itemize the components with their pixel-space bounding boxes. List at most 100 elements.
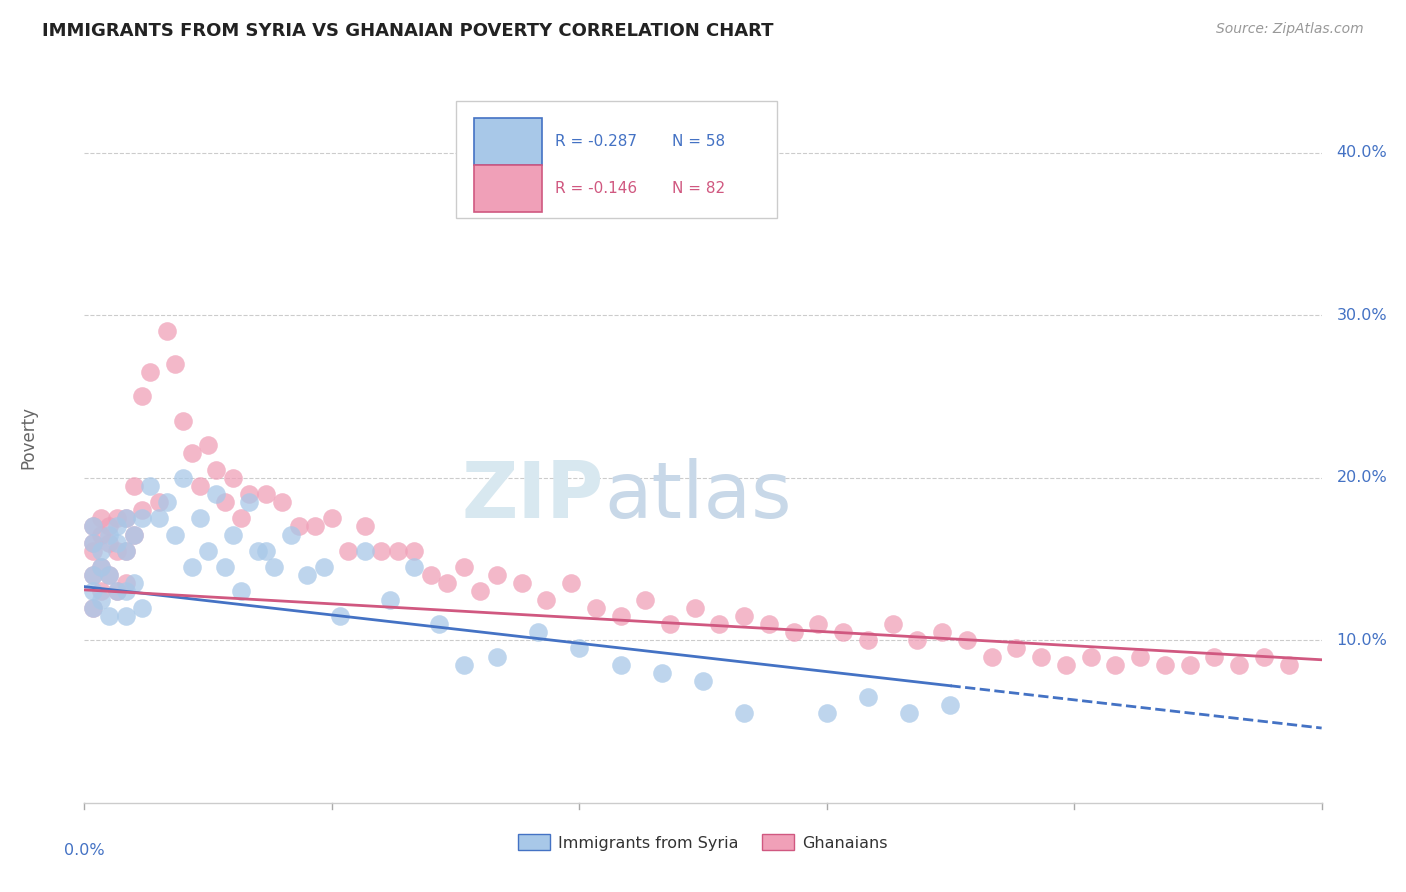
Text: 0.0%: 0.0% bbox=[65, 843, 104, 858]
Point bbox=[122, 479, 145, 493]
Point bbox=[898, 706, 921, 721]
Point bbox=[222, 527, 245, 541]
Point bbox=[98, 527, 121, 541]
Point bbox=[280, 527, 302, 541]
Point bbox=[609, 657, 631, 672]
Point bbox=[1005, 641, 1028, 656]
Text: atlas: atlas bbox=[605, 458, 792, 533]
Point bbox=[609, 608, 631, 623]
Point bbox=[1104, 657, 1126, 672]
Text: N = 82: N = 82 bbox=[672, 181, 725, 196]
Point bbox=[131, 503, 153, 517]
Point bbox=[114, 544, 136, 558]
Point bbox=[1204, 649, 1226, 664]
Point bbox=[337, 544, 360, 558]
Text: IMMIGRANTS FROM SYRIA VS GHANAIAN POVERTY CORRELATION CHART: IMMIGRANTS FROM SYRIA VS GHANAIAN POVERT… bbox=[42, 22, 773, 40]
Point bbox=[1129, 649, 1152, 664]
Text: ZIP: ZIP bbox=[461, 458, 605, 533]
Point bbox=[709, 617, 731, 632]
Point bbox=[165, 527, 187, 541]
Point bbox=[172, 471, 194, 485]
Point bbox=[90, 511, 112, 525]
Point bbox=[114, 511, 136, 525]
Point bbox=[82, 544, 104, 558]
Point bbox=[172, 414, 194, 428]
Point bbox=[485, 649, 508, 664]
Point bbox=[931, 625, 953, 640]
Point bbox=[98, 568, 121, 582]
Point bbox=[131, 511, 153, 525]
Point bbox=[585, 600, 607, 615]
Point bbox=[453, 657, 475, 672]
Point bbox=[122, 576, 145, 591]
Point bbox=[882, 617, 904, 632]
Point bbox=[114, 608, 136, 623]
Point bbox=[90, 592, 112, 607]
Point bbox=[165, 357, 187, 371]
Point bbox=[98, 519, 121, 533]
Point bbox=[148, 495, 170, 509]
Point bbox=[1253, 649, 1275, 664]
Point bbox=[197, 438, 219, 452]
Point bbox=[188, 511, 211, 525]
Point bbox=[148, 511, 170, 525]
Point bbox=[733, 706, 755, 721]
Point bbox=[527, 625, 550, 640]
Point bbox=[907, 633, 929, 648]
Text: Source: ZipAtlas.com: Source: ZipAtlas.com bbox=[1216, 22, 1364, 37]
Point bbox=[329, 608, 352, 623]
Point bbox=[114, 544, 136, 558]
Point bbox=[304, 519, 326, 533]
Point bbox=[378, 592, 401, 607]
Point bbox=[387, 544, 409, 558]
Text: N = 58: N = 58 bbox=[672, 134, 725, 149]
Point bbox=[856, 633, 879, 648]
Point bbox=[229, 511, 252, 525]
Point bbox=[90, 527, 112, 541]
Point bbox=[404, 560, 426, 574]
Point bbox=[105, 511, 128, 525]
Point bbox=[692, 673, 714, 688]
Point bbox=[1031, 649, 1053, 664]
Text: 30.0%: 30.0% bbox=[1337, 308, 1388, 323]
Point bbox=[105, 519, 128, 533]
Point bbox=[353, 519, 375, 533]
Point bbox=[758, 617, 780, 632]
Point bbox=[634, 592, 657, 607]
Point bbox=[180, 446, 202, 460]
Point bbox=[90, 584, 112, 599]
Point bbox=[353, 544, 375, 558]
Point bbox=[131, 600, 153, 615]
Point bbox=[122, 527, 145, 541]
Point bbox=[1080, 649, 1102, 664]
Text: 10.0%: 10.0% bbox=[1337, 632, 1388, 648]
Point bbox=[939, 698, 962, 713]
Point bbox=[956, 633, 979, 648]
Point bbox=[197, 544, 219, 558]
Point bbox=[105, 544, 128, 558]
Point bbox=[205, 462, 228, 476]
Point bbox=[419, 568, 441, 582]
Point bbox=[568, 641, 591, 656]
Point bbox=[82, 568, 104, 582]
Point bbox=[807, 617, 830, 632]
Point bbox=[404, 544, 426, 558]
Point bbox=[815, 706, 838, 721]
Point bbox=[139, 365, 162, 379]
Point bbox=[312, 560, 335, 574]
Point bbox=[82, 584, 104, 599]
Point bbox=[156, 325, 179, 339]
Point bbox=[98, 568, 121, 582]
Point bbox=[783, 625, 806, 640]
Point bbox=[82, 600, 104, 615]
Point bbox=[980, 649, 1002, 664]
Point bbox=[82, 519, 104, 533]
Point bbox=[214, 495, 236, 509]
Point bbox=[105, 584, 128, 599]
Point bbox=[536, 592, 558, 607]
Text: 40.0%: 40.0% bbox=[1337, 145, 1388, 161]
Point bbox=[82, 519, 104, 533]
Point bbox=[1178, 657, 1201, 672]
Point bbox=[485, 568, 508, 582]
Point bbox=[82, 568, 104, 582]
